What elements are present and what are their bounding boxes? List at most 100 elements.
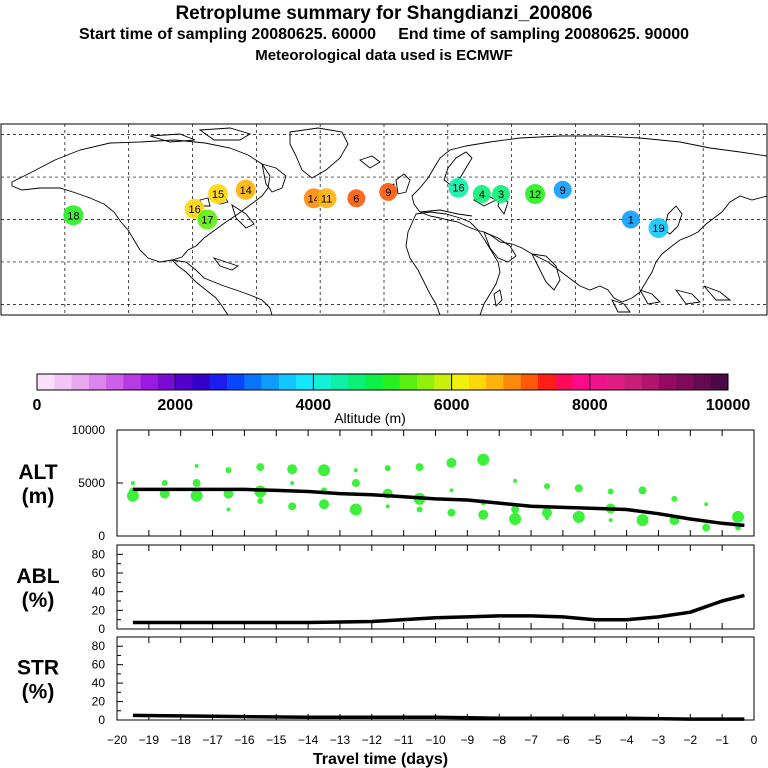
colorbar-swatch bbox=[244, 374, 262, 390]
plume-cluster-label: 6 bbox=[353, 193, 359, 205]
y-axis-label-alt: ALT bbox=[18, 461, 57, 484]
x-tick-label: −12 bbox=[362, 733, 383, 747]
colorbar-tick-label: 0 bbox=[33, 397, 42, 414]
plume-cluster-marker bbox=[472, 185, 491, 204]
x-tick-label: −10 bbox=[425, 733, 446, 747]
colorbar-swatch bbox=[676, 374, 694, 390]
colorbar-swatch bbox=[37, 374, 55, 390]
colorbar-swatch bbox=[607, 374, 625, 390]
alt-scatter-point bbox=[572, 510, 585, 523]
colorbar-swatch bbox=[451, 374, 470, 390]
end-time-label: End time of sampling 20080625. 90000 bbox=[398, 26, 690, 43]
y-tick-label: 10000 bbox=[72, 423, 106, 437]
colorbar-swatch bbox=[434, 374, 452, 390]
alt-scatter-point bbox=[671, 495, 678, 502]
alt-scatter-point bbox=[351, 479, 360, 487]
alt-scatter-point bbox=[702, 523, 711, 532]
y-axis-label-str: STR bbox=[17, 657, 59, 680]
met-data-label: Meteorological data used is ECMWF bbox=[255, 47, 513, 64]
altitude-colorbar: 0 2000 4000 6000 8000 10000 Altitude (m) bbox=[33, 373, 751, 426]
x-tick-label: −13 bbox=[330, 733, 351, 747]
colorbar-tick-label: 4000 bbox=[296, 397, 332, 414]
colorbar-swatch bbox=[227, 374, 245, 390]
plume-cluster-label: 1 bbox=[628, 215, 634, 227]
plume-cluster-marker bbox=[525, 184, 546, 205]
colorbar-swatch bbox=[157, 374, 176, 390]
plume-cluster-marker bbox=[448, 177, 469, 198]
plume-cluster-marker bbox=[379, 182, 398, 201]
plume-cluster-label: 15 bbox=[212, 189, 224, 201]
panel-abl: 0 20 40 60 80 ABL(%) bbox=[16, 544, 755, 636]
colorbar-tick-label: 10000 bbox=[706, 397, 751, 414]
alt-scatter-point bbox=[194, 464, 199, 469]
x-tick-label: −18 bbox=[171, 733, 192, 747]
plume-cluster-marker bbox=[316, 188, 337, 209]
alt-scatter-point bbox=[126, 489, 139, 502]
alt-scatter-point bbox=[192, 479, 201, 487]
colorbar-ticks: 0 2000 4000 6000 8000 10000 bbox=[33, 374, 751, 414]
colorbar-swatch bbox=[520, 374, 539, 390]
alt-scatter-point bbox=[574, 484, 583, 493]
x-tick-label: −3 bbox=[652, 733, 666, 747]
colorbar-swatch bbox=[589, 374, 608, 390]
colorbar-swatch bbox=[123, 374, 141, 390]
alt-scatter-point bbox=[130, 481, 135, 485]
plume-cluster-marker bbox=[553, 180, 572, 199]
y-tick-label: 60 bbox=[92, 566, 106, 580]
alt-scatter-point bbox=[447, 508, 456, 517]
plume-cluster-label: 9 bbox=[385, 187, 391, 199]
colorbar-swatch bbox=[278, 374, 297, 390]
x-axis-label: Travel time (days) bbox=[313, 751, 448, 768]
alt-scatter-point bbox=[226, 507, 231, 512]
y-tick-label: 80 bbox=[92, 639, 106, 653]
series-line-abl bbox=[132, 593, 745, 625]
colorbar-swatch bbox=[555, 374, 573, 390]
series-line-alt bbox=[132, 487, 745, 528]
colorbar-swatch bbox=[330, 374, 349, 390]
colorbar-swatch bbox=[486, 374, 504, 390]
y-axis-label-abl: ABL bbox=[16, 565, 59, 588]
plume-cluster-label: 19 bbox=[652, 223, 664, 235]
y-tick-label: 5000 bbox=[78, 476, 105, 490]
plume-cluster-marker bbox=[235, 179, 256, 200]
plume-cluster-marker bbox=[621, 210, 640, 229]
alt-scatter-point bbox=[541, 507, 552, 518]
colorbar-swatch bbox=[693, 374, 712, 390]
x-tick-label: −7 bbox=[524, 733, 538, 747]
y-tick-label: 0 bbox=[98, 713, 105, 727]
x-tick-label: −6 bbox=[556, 733, 570, 747]
coastlines bbox=[11, 127, 768, 316]
colorbar-swatch bbox=[209, 374, 228, 390]
x-tick-label: −4 bbox=[620, 733, 634, 747]
y-tick-label: 20 bbox=[92, 695, 106, 709]
y-tick-label: 40 bbox=[92, 676, 106, 690]
alt-scatter-point bbox=[318, 464, 331, 477]
colorbar-tick-label: 8000 bbox=[572, 397, 608, 414]
y-axis-unit-alt: (m) bbox=[22, 485, 55, 508]
x-tick-label: −5 bbox=[588, 733, 602, 747]
y-tick-label: 40 bbox=[92, 585, 106, 599]
plume-cluster-label: 16 bbox=[189, 204, 201, 216]
sampling-times: Start time of sampling 20080625. 60000 E… bbox=[0, 26, 768, 44]
x-tick-label: −16 bbox=[234, 733, 255, 747]
alt-scatter-point bbox=[607, 488, 614, 495]
colorbar-swatch bbox=[365, 374, 383, 390]
plume-cluster-marker bbox=[208, 184, 229, 205]
y-tick-label: 0 bbox=[98, 622, 105, 636]
alt-scatter-point bbox=[161, 480, 168, 486]
colorbar-swatch bbox=[710, 374, 729, 390]
colorbar-tick-label: 6000 bbox=[434, 397, 470, 414]
alt-scatter-point bbox=[384, 465, 391, 472]
series-line-str bbox=[132, 713, 745, 721]
plume-cluster-marker bbox=[648, 217, 669, 238]
alt-scatter-point bbox=[257, 498, 264, 505]
colorbar-swatch bbox=[382, 374, 401, 390]
colorbar-swatch bbox=[192, 374, 211, 390]
y-tick-label: 80 bbox=[92, 547, 106, 561]
colorbar-swatch bbox=[347, 374, 366, 390]
colorbar-swatch bbox=[261, 374, 280, 390]
plume-cluster-label: 16 bbox=[452, 183, 464, 195]
